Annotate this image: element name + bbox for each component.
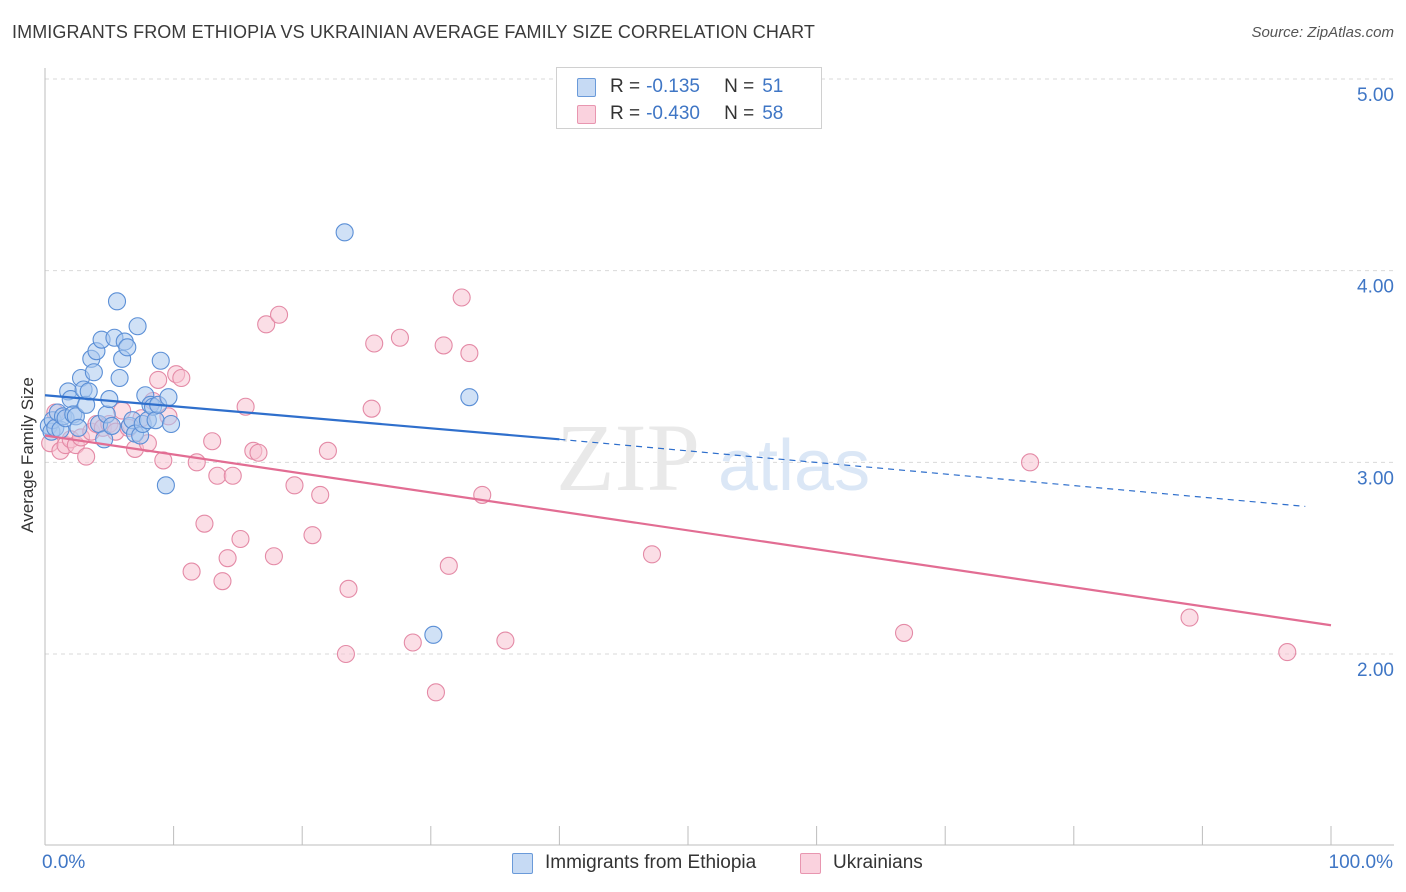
legend-r-label: R = xyxy=(610,76,641,97)
data-point xyxy=(159,388,178,407)
legend-item-ukrainians[interactable]: Ukrainians xyxy=(800,852,923,874)
x-tick-label-max: 100.0% xyxy=(1328,852,1393,873)
data-point xyxy=(249,443,268,462)
watermark-zip: ZIP xyxy=(556,404,700,511)
data-point xyxy=(1278,643,1297,662)
data-point xyxy=(426,683,445,702)
trend-line-ethiopia xyxy=(44,394,560,441)
legend-swatch-blue xyxy=(512,852,533,874)
data-point xyxy=(156,476,175,495)
data-point xyxy=(434,336,453,355)
data-point xyxy=(335,223,354,242)
source-label: Source: ZipAtlas.com xyxy=(1251,24,1394,41)
data-point xyxy=(107,292,127,311)
correlation-legend: R = -0.135 N = 51 R = -0.430 N = 58 xyxy=(556,67,822,129)
grid-lines xyxy=(45,78,1394,655)
axes xyxy=(44,68,1394,846)
data-point xyxy=(100,390,119,409)
data-point xyxy=(146,411,165,430)
legend-n-label: N = xyxy=(724,103,755,124)
y-tick-labels: 2.00 3.00 4.00 5.00 xyxy=(1357,85,1394,681)
data-point xyxy=(642,545,662,564)
legend-n-value: 51 xyxy=(762,76,784,97)
legend-label-ethiopia: Immigrants from Ethiopia xyxy=(545,852,757,873)
data-point xyxy=(182,562,201,581)
data-point xyxy=(270,305,289,324)
data-point xyxy=(460,344,479,363)
data-point xyxy=(362,399,381,418)
legend-r-value: -0.430 xyxy=(646,103,700,124)
trend-line-ukrainians xyxy=(44,434,1332,627)
legend-row-ukrainians: R = -0.430 N = 58 xyxy=(577,103,783,125)
y-tick-label: 3.00 xyxy=(1357,468,1394,489)
legend-swatch-pink xyxy=(577,104,596,124)
legend-swatch-pink xyxy=(800,852,821,874)
data-point xyxy=(311,485,330,504)
data-point xyxy=(218,549,237,568)
data-point xyxy=(172,368,191,388)
data-point xyxy=(149,370,168,389)
data-point xyxy=(128,317,147,336)
watermark: ZIP atlas xyxy=(556,404,870,511)
data-point xyxy=(894,623,914,642)
data-point xyxy=(403,633,422,652)
data-point xyxy=(161,414,181,434)
data-point xyxy=(151,351,170,370)
data-point xyxy=(257,315,276,334)
legend-r-label: R = xyxy=(610,103,641,124)
data-point xyxy=(231,529,250,549)
series-ethiopia xyxy=(39,223,479,644)
data-point xyxy=(318,441,337,460)
data-point xyxy=(365,334,384,353)
data-point xyxy=(1021,453,1040,472)
data-point xyxy=(285,476,304,495)
data-point xyxy=(336,644,355,664)
legend-item-ethiopia[interactable]: Immigrants from Ethiopia xyxy=(512,852,756,874)
data-point xyxy=(69,418,88,437)
series-legend: Immigrants from Ethiopia Ukrainians xyxy=(0,852,1406,876)
legend-r-value: -0.135 xyxy=(646,76,700,97)
data-point xyxy=(208,466,227,485)
legend-label-ukrainians: Ukrainians xyxy=(833,852,923,873)
y-tick-label: 2.00 xyxy=(1357,660,1394,681)
legend-row-ethiopia: R = -0.135 N = 51 xyxy=(577,76,783,98)
data-point xyxy=(439,556,458,575)
data-point xyxy=(264,547,283,566)
data-point xyxy=(303,526,322,545)
trend-lines xyxy=(44,394,1332,627)
data-point xyxy=(496,631,515,650)
y-tick-label: 5.00 xyxy=(1357,85,1394,106)
data-point xyxy=(424,625,443,644)
data-point xyxy=(223,466,242,485)
data-point xyxy=(102,416,121,435)
x-tick-label-min: 0.0% xyxy=(42,852,86,873)
data-point xyxy=(452,288,471,307)
data-point xyxy=(79,382,98,401)
data-point xyxy=(1180,608,1199,627)
data-point xyxy=(339,579,358,598)
data-point xyxy=(203,432,222,451)
watermark-atlas: atlas xyxy=(718,426,870,506)
legend-n-value: 58 xyxy=(762,103,784,124)
data-point xyxy=(213,572,232,591)
legend-n-label: N = xyxy=(724,76,755,97)
data-point xyxy=(390,328,409,347)
data-point xyxy=(84,363,103,382)
data-point xyxy=(110,368,129,388)
legend-swatch-blue xyxy=(577,77,596,97)
data-point xyxy=(118,338,137,357)
chart-title: IMMIGRANTS FROM ETHIOPIA VS UKRAINIAN AV… xyxy=(12,22,815,42)
y-tick-label: 4.00 xyxy=(1357,277,1394,298)
data-point xyxy=(460,388,479,407)
trend-line-ethiopia-extrapolated xyxy=(559,438,1306,508)
data-point xyxy=(77,447,96,466)
data-point xyxy=(195,514,214,533)
